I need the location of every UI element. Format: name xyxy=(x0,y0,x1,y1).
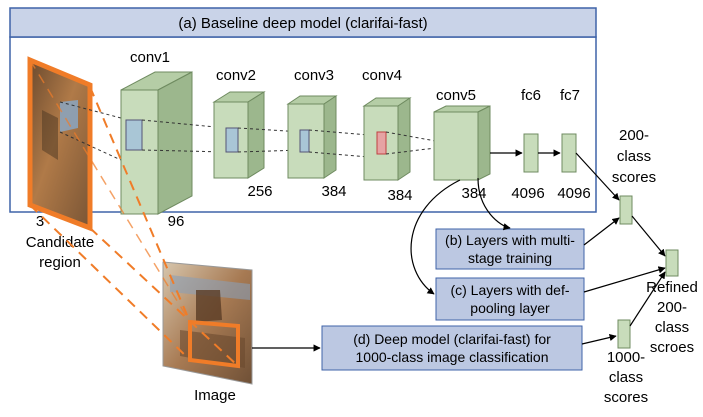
arrow-score1000-refined xyxy=(629,271,666,327)
conv2-block xyxy=(212,91,303,179)
arrow-conv5-to-b xyxy=(477,177,511,231)
conv1-label: conv1 xyxy=(130,49,170,66)
title-text: (a) Baseline deep model (clarifai-fast) xyxy=(178,15,427,32)
box-d-line1: (d) Deep model (clarifai-fast) for xyxy=(353,331,551,347)
fc7-size: 4096 xyxy=(557,185,590,202)
input-image xyxy=(162,261,253,385)
arrow-conv5-to-c xyxy=(410,179,461,295)
candidate-region xyxy=(27,56,122,232)
candidate-label-line2: region xyxy=(39,254,81,271)
arrow-fc7-score200 xyxy=(575,152,620,201)
score-200-block xyxy=(619,195,633,225)
crop-link-top-left xyxy=(29,59,191,323)
box-c-defpooling: (c) Layers with def- pooling layer xyxy=(435,277,585,321)
conv5-label: conv5 xyxy=(436,87,476,104)
arrow-box-b-score200 xyxy=(583,217,620,246)
box-b-multistage: (b) Layers with multi- stage training xyxy=(435,228,585,270)
crop-link-top xyxy=(89,86,191,323)
box-d-line2: 1000-class image classification xyxy=(356,349,549,365)
box-c-line2: pooling layer xyxy=(470,300,550,316)
conv1-block xyxy=(120,71,227,215)
box-b-line1: (b) Layers with multi- xyxy=(445,232,575,248)
conv2-depth: 256 xyxy=(247,183,272,200)
score-1000-block xyxy=(617,319,631,349)
fc6-size: 4096 xyxy=(511,185,544,202)
conv5-block xyxy=(433,105,491,181)
title-banner xyxy=(9,7,597,38)
box-c-line1: (c) Layers with def- xyxy=(450,282,569,298)
score-200-line3: scores xyxy=(612,169,656,186)
box-b-line2: stage training xyxy=(468,250,552,266)
conv2-label: conv2 xyxy=(216,67,256,84)
candidate-label-line1: Candidate xyxy=(26,234,94,251)
fc7-block xyxy=(561,133,577,173)
arrow-score200-refined xyxy=(631,215,666,257)
refined-line3: class xyxy=(655,319,689,336)
conv5-depth: 384 xyxy=(461,185,486,202)
baseline-model-frame: (a) Baseline deep model (clarifai-fast) xyxy=(9,7,597,213)
refined-line1: Refined xyxy=(646,279,698,296)
score-200-line1: 200- xyxy=(619,127,649,144)
conv3-depth: 384 xyxy=(321,183,346,200)
image-label: Image xyxy=(194,387,236,404)
arrow-box-c-refined xyxy=(583,266,666,293)
score-1000-line1: 1000- xyxy=(607,349,645,366)
box-d-deep-model: (d) Deep model (clarifai-fast) for 1000-… xyxy=(321,325,583,371)
conv3-block xyxy=(286,95,381,179)
conv1-depth: 96 xyxy=(168,213,185,230)
fc6-block xyxy=(523,133,539,173)
conv4-block xyxy=(362,97,453,181)
refined-score-block xyxy=(665,249,679,277)
arrow-box-d-score1000 xyxy=(581,333,617,345)
refined-line2: 200- xyxy=(657,299,687,316)
conv3-label: conv3 xyxy=(294,67,334,84)
score-200-line2: class xyxy=(617,148,651,165)
score-1000-line3: scores xyxy=(604,389,648,406)
score-1000-line2: class xyxy=(609,369,643,386)
conv4-depth: 384 xyxy=(387,187,412,204)
fc6-label: fc6 xyxy=(521,87,541,104)
fc7-label: fc7 xyxy=(560,87,580,104)
refined-line4: scroes xyxy=(650,339,694,356)
conv4-label: conv4 xyxy=(362,67,402,84)
crop-link-mid xyxy=(29,204,191,361)
input-channels: 3 xyxy=(36,213,44,230)
